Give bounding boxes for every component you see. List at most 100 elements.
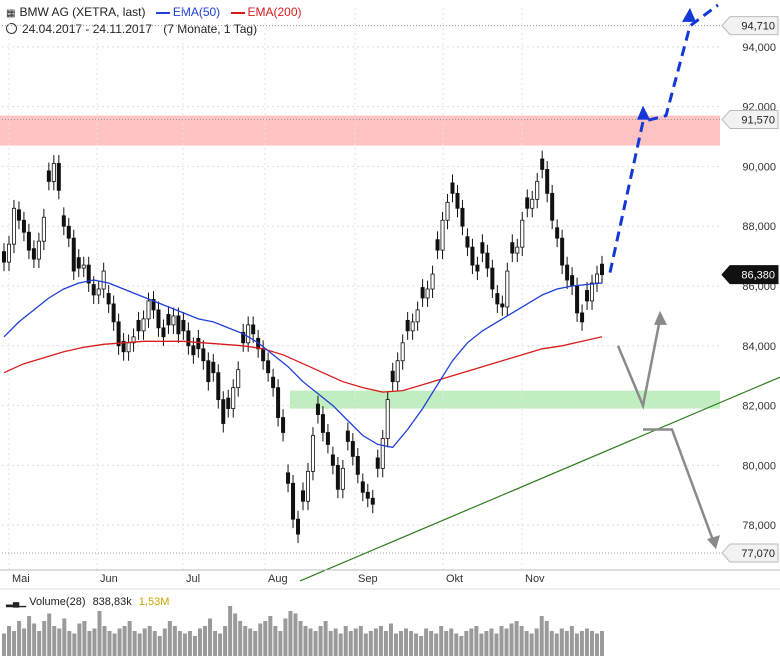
candle-body <box>455 192 460 209</box>
candle-body <box>261 348 266 362</box>
alt-arrow-head <box>654 310 667 325</box>
candle-body <box>101 270 106 290</box>
candle-body <box>485 252 490 269</box>
candle-body <box>545 169 550 194</box>
x-tick-label: Jun <box>100 573 118 585</box>
y-tick-label: 78,000 <box>742 520 776 532</box>
volume-bar <box>549 631 554 656</box>
volume-bar <box>82 621 87 656</box>
volume-bar <box>268 616 273 656</box>
candle-body <box>460 207 465 227</box>
candle-body <box>216 372 221 401</box>
volume-bar <box>243 626 248 656</box>
candle-body <box>26 231 31 251</box>
candle-body <box>246 324 251 344</box>
volume-bar <box>258 623 263 656</box>
volume-bar <box>434 633 439 656</box>
volume-bar <box>223 626 228 656</box>
volume-bar <box>600 631 604 656</box>
volume-bar <box>404 628 409 656</box>
low-price-label: 77,070 <box>741 548 775 560</box>
volume-label: Volume(28) <box>29 596 86 608</box>
candle-body <box>325 432 330 445</box>
volume-bar <box>238 621 243 656</box>
volume-average: 1,53M <box>138 596 170 608</box>
volume-bar <box>147 626 152 656</box>
candle-body <box>540 158 545 170</box>
bullish-projection <box>608 3 719 273</box>
candle-body <box>375 457 380 469</box>
volume-bar <box>409 631 414 656</box>
candle-body <box>156 309 161 329</box>
candle-body <box>181 319 186 332</box>
candle-body <box>535 180 540 200</box>
candle-body <box>420 287 425 299</box>
ema200-legend: EMA(200) <box>247 5 302 19</box>
volume-bar <box>579 631 584 656</box>
volume-bar <box>328 631 333 656</box>
candle-body <box>21 219 26 233</box>
volume-bar <box>479 633 484 656</box>
volume-bar <box>57 628 62 656</box>
y-tick-label: 94,000 <box>742 42 776 54</box>
x-tick-label: Okt <box>446 573 463 585</box>
candle-body <box>276 387 281 418</box>
candle-body <box>231 387 236 409</box>
candle-body <box>320 414 325 433</box>
volume-bar <box>514 621 519 656</box>
candle-body <box>555 227 560 239</box>
volume-bar <box>127 621 132 656</box>
candle-body <box>440 219 445 251</box>
volume-bar <box>343 626 348 656</box>
volume-bar <box>283 618 288 656</box>
candle-body <box>300 490 305 502</box>
volume-bar <box>499 626 504 656</box>
candle-body <box>86 264 91 284</box>
candle-body <box>470 246 475 266</box>
candle-body <box>330 454 335 466</box>
candle-body <box>151 299 156 311</box>
volume-bar <box>313 631 318 656</box>
clock-icon <box>6 23 17 34</box>
alt-breakdown-projection <box>643 428 716 544</box>
candle-body <box>141 318 146 332</box>
candle-body <box>226 397 231 409</box>
chart-header: ▦ BMW AG (XETRA, last) EMA(50) EMA(200) <box>6 5 302 19</box>
volume-bar <box>368 631 373 656</box>
candle-body <box>126 342 131 353</box>
volume-bar <box>117 628 122 656</box>
volume-bar <box>263 621 268 656</box>
candle-body <box>380 438 385 469</box>
volume-bar <box>469 628 474 656</box>
candle-body <box>560 237 565 266</box>
candle-body <box>16 209 21 221</box>
volume-bar <box>378 626 383 656</box>
volume-bar <box>464 631 469 656</box>
candle-body <box>415 309 420 323</box>
candle-body <box>171 315 176 326</box>
candle-body <box>600 263 605 276</box>
candle-body <box>575 285 580 314</box>
candle-body <box>121 340 126 353</box>
volume-bar <box>17 621 22 656</box>
high-price-label: 94,710 <box>741 21 775 33</box>
candle-body <box>6 243 11 263</box>
candle-body <box>211 361 216 374</box>
volume-bar <box>459 636 464 656</box>
candle-body <box>136 319 141 332</box>
volume-bar <box>162 628 167 656</box>
resistance-price-label: 91,570 <box>741 115 775 127</box>
candle-body <box>370 497 375 505</box>
candle-body <box>51 163 56 182</box>
resistance-price-label-box <box>721 110 779 130</box>
candle-body <box>530 198 535 209</box>
candle-body <box>550 192 555 221</box>
volume-bar <box>253 631 258 656</box>
volume-bar <box>363 633 368 656</box>
candle-body <box>360 481 365 493</box>
candle-body <box>56 163 61 191</box>
volume-bar <box>539 616 544 656</box>
candle-body <box>520 219 525 248</box>
volume-bar <box>484 631 489 656</box>
alt-arrow-head <box>707 535 720 550</box>
